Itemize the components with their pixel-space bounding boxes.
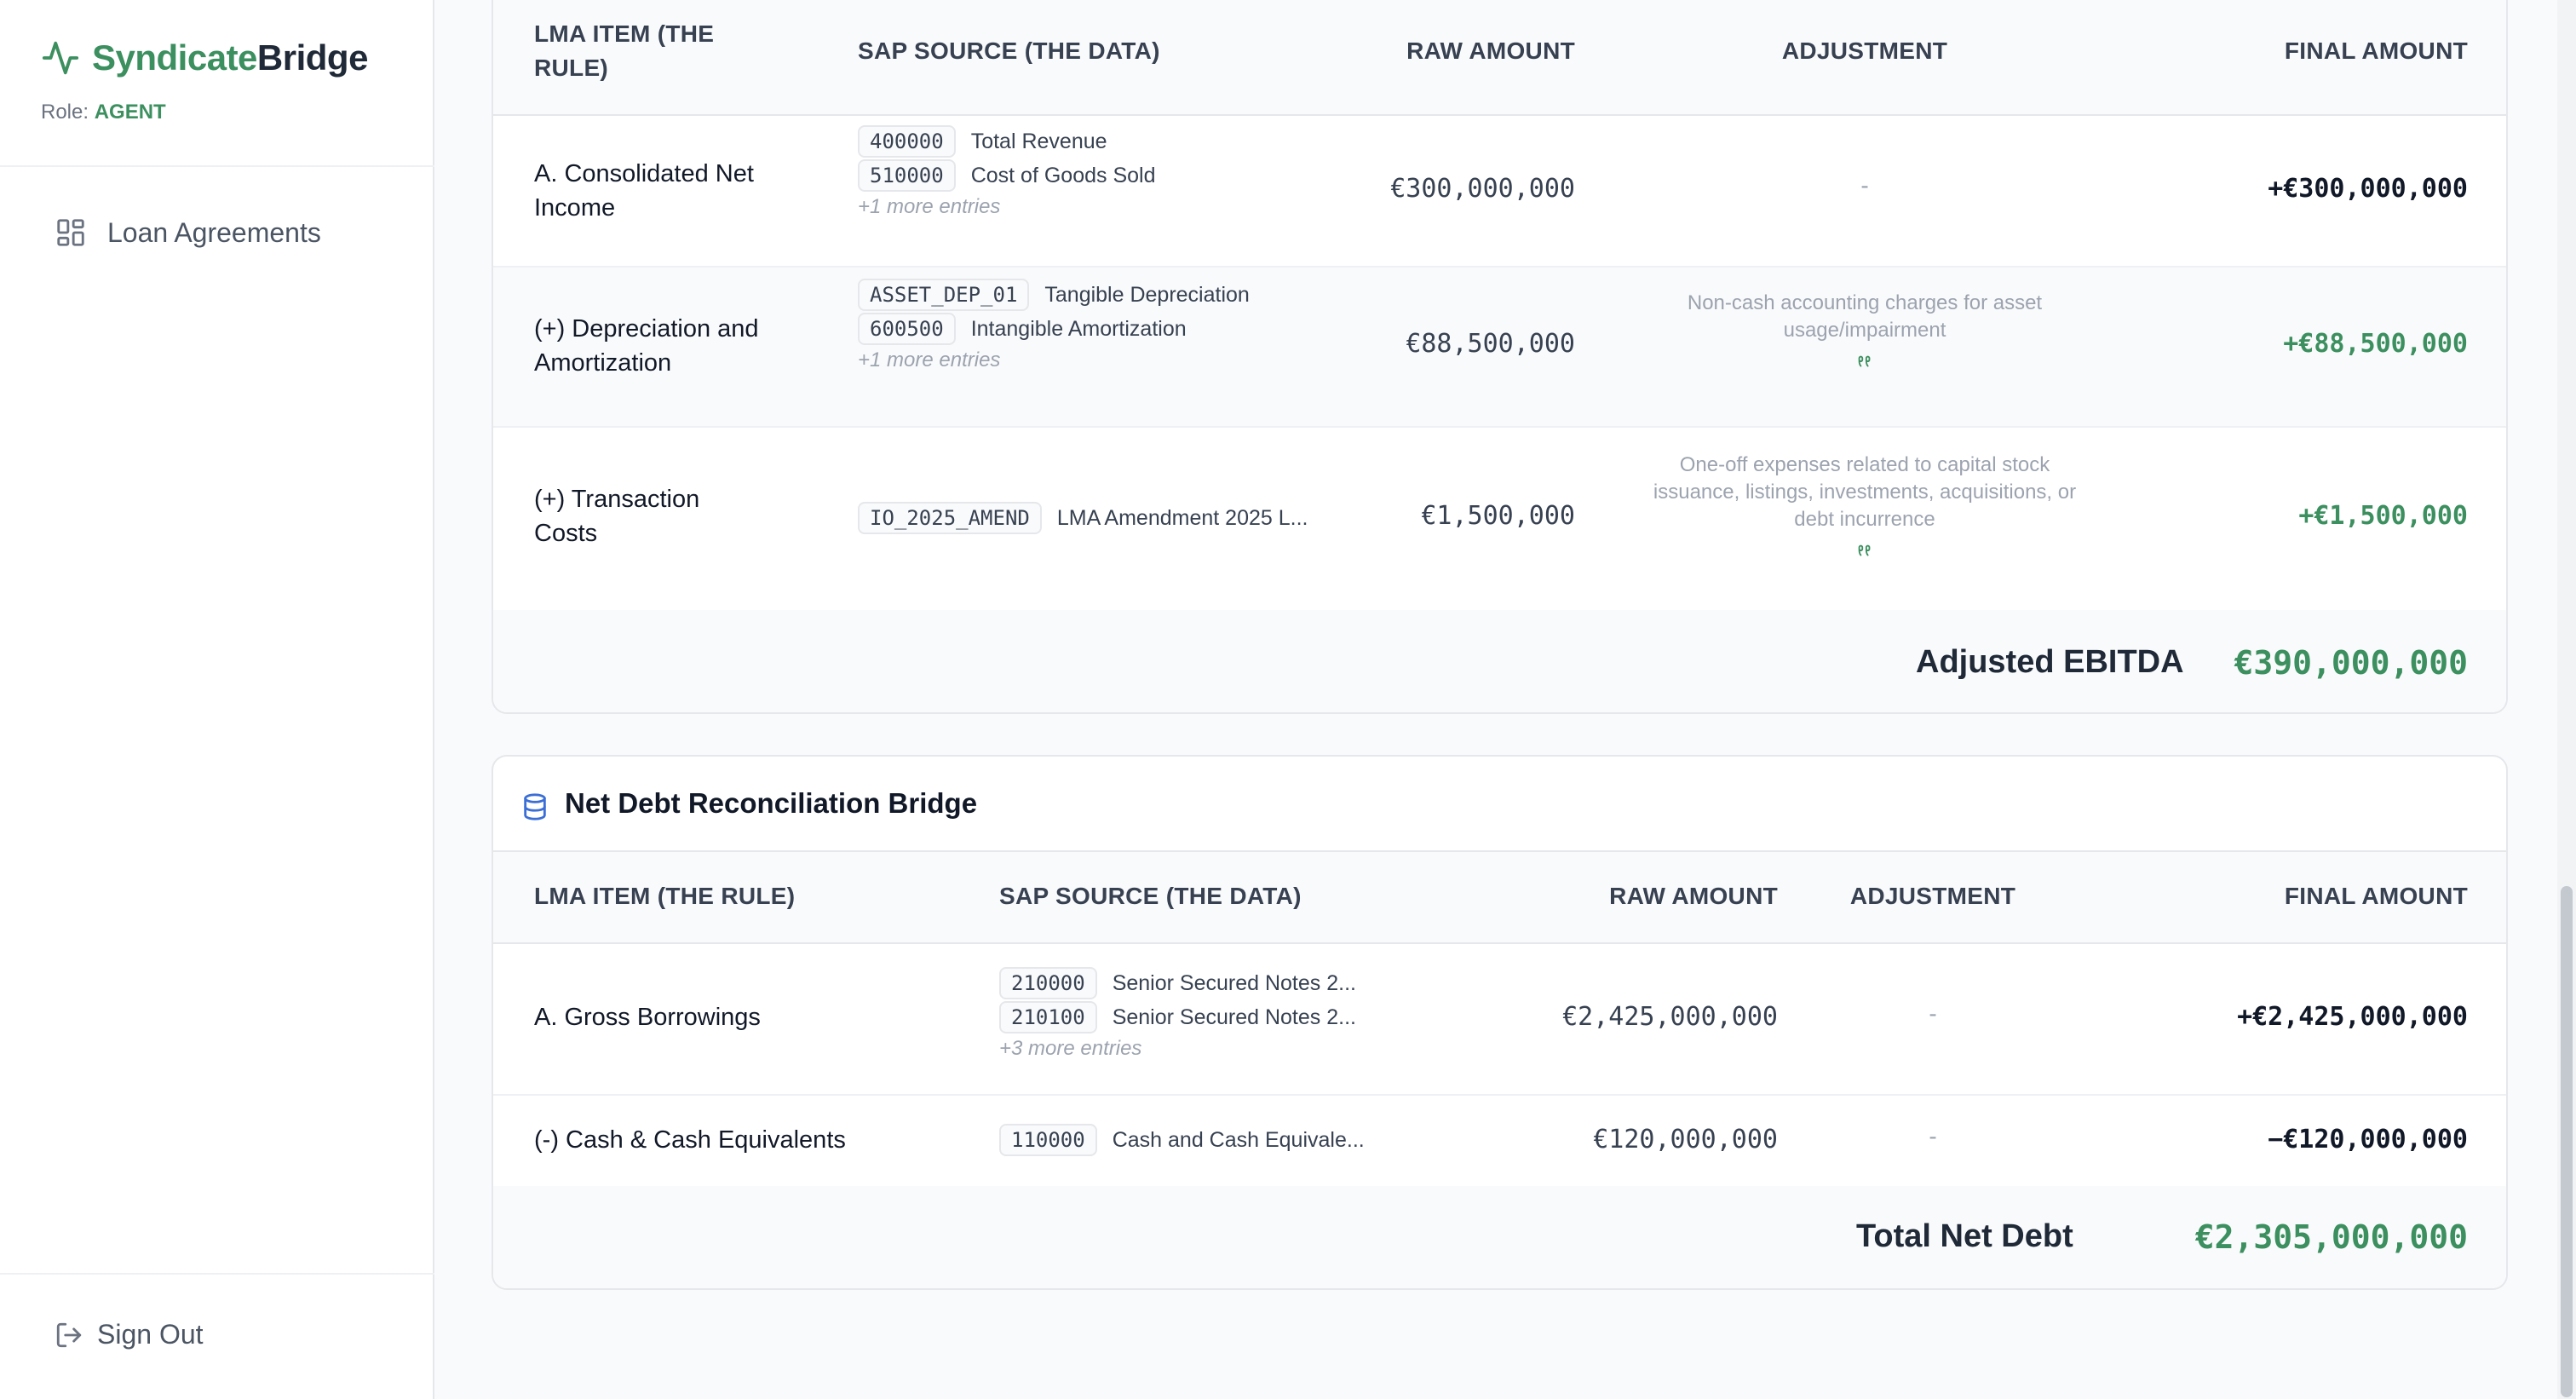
column-header-adjustment: ADJUSTMENT (1849, 883, 2016, 909)
column-header-sap: SAP SOURCE (THE DATA) (858, 37, 1160, 64)
raw-amount: €300,000,000 (1390, 174, 1575, 204)
account-description: Cost of Goods Sold (970, 163, 1156, 187)
net-debt-bridge-card: Net Debt Reconciliation Bridge LMA ITEM … (492, 755, 2508, 1290)
sap-source: 210000 Senior Secured Notes 2... 210100 Se… (999, 966, 1356, 1063)
account-code-badge: 600500 (858, 313, 956, 345)
final-amount: +€300,000,000 (2268, 174, 2468, 204)
role-label: Role: (41, 101, 89, 124)
account-code-badge: 210100 (999, 1001, 1097, 1033)
lma-item: (-) Cash & Cash Equivalents (534, 1126, 846, 1154)
scrollbar-thumb[interactable] (2561, 886, 2573, 1397)
total-label: Total Net Debt (1856, 1218, 2073, 1254)
sign-out-label: Sign Out (97, 1319, 204, 1350)
account-code-badge: ASSET_DEP_01 (858, 279, 1030, 311)
table-row[interactable]: A. Gross Borrowings 210000 Senior Secured… (493, 944, 2506, 1096)
ebitda-bridge-card: LMA ITEM (THE RULE) SAP SOURCE (THE DATA… (492, 0, 2508, 714)
brand-name-part2: Bridge (256, 37, 369, 78)
more-entries-link[interactable]: +3 more entries (999, 1037, 1142, 1060)
account-code-badge: 400000 (858, 125, 956, 158)
final-amount: +€2,425,000,000 (2237, 1002, 2468, 1032)
final-amount: +€1,500,000 (2298, 501, 2468, 531)
final-amount: +€88,500,000 (2283, 329, 2468, 359)
raw-amount: €1,500,000 (1421, 501, 1575, 531)
total-value: €390,000,000 (2234, 644, 2468, 682)
lma-item: (+) Depreciation and Amortization (534, 315, 759, 377)
account-code-badge: 210000 (999, 967, 1097, 999)
column-header-lma: LMA ITEM (THE RULE) (534, 20, 715, 81)
account-description: Senior Secured Notes 2... (1112, 1005, 1356, 1029)
account-code-badge: IO_2025_AMEND (858, 502, 1042, 534)
column-header-lma: LMA ITEM (THE RULE) (534, 883, 796, 909)
final-amount: −€120,000,000 (2268, 1125, 2468, 1154)
adjustment-text: - (1929, 1123, 1937, 1149)
adjustment: - (1805, 1123, 2061, 1152)
brand-logo[interactable]: SyndicateBridge (41, 37, 368, 78)
card-title: Net Debt Reconciliation Bridge (565, 787, 978, 819)
raw-amount: €2,425,000,000 (1562, 1002, 1778, 1032)
account-description: Total Revenue (970, 129, 1107, 153)
account-description: Tangible Depreciation (1044, 282, 1250, 307)
sidebar: SyndicateBridge Role: AGENT Loan Agreeme… (0, 0, 434, 1399)
sap-source: 400000 Total Revenue 510000 Cost of Goods … (858, 124, 1156, 222)
sign-out-button[interactable]: Sign Out (55, 1319, 204, 1350)
sidebar-divider (0, 165, 434, 167)
table-row[interactable]: (-) Cash & Cash Equivalents 110000 Cash a… (493, 1096, 2506, 1186)
card-header: Net Debt Reconciliation Bridge (493, 757, 2506, 852)
lma-item: A. Gross Borrowings (534, 1004, 761, 1031)
lma-item: A. Consolidated Net Income (534, 160, 754, 222)
account-description: Cash and Cash Equivale... (1112, 1127, 1365, 1152)
total-row: Adjusted EBITDA €390,000,000 (493, 610, 2506, 712)
quote-source-icon[interactable] (1855, 542, 1874, 561)
adjustment-text: - (1860, 172, 1869, 199)
adjustment: - (1652, 172, 2078, 201)
account-code-badge: 110000 (999, 1124, 1097, 1156)
adjustment-text: One-off expenses related to capital stoc… (1653, 453, 2077, 531)
sap-source: 110000 Cash and Cash Equivale... (999, 1123, 1365, 1157)
account-description: LMA Amendment 2025 L... (1056, 505, 1308, 530)
brand-name-part1: Syndicate (92, 37, 257, 78)
raw-amount: €120,000,000 (1593, 1125, 1778, 1154)
adjustment-text: Non-cash accounting charges for asset us… (1687, 291, 2043, 342)
role-value: AGENT (94, 101, 166, 124)
account-description: Intangible Amortization (970, 316, 1187, 341)
adjustment: Non-cash accounting charges for asset us… (1669, 290, 2061, 371)
total-value: €2,305,000,000 (2194, 1218, 2468, 1256)
account-code-badge: 510000 (858, 159, 956, 192)
lma-item: (+) Transaction Costs (534, 486, 700, 547)
column-header-adjustment: ADJUSTMENT (1781, 37, 1948, 64)
more-entries-link[interactable]: +1 more entries (858, 195, 1001, 218)
quote-source-icon[interactable] (1855, 353, 1874, 371)
column-header-sap: SAP SOURCE (THE DATA) (999, 883, 1302, 909)
table-row[interactable]: A. Consolidated Net Income 400000 Total R… (493, 116, 2506, 268)
total-label: Adjusted EBITDA (1916, 644, 2184, 680)
column-header-final: FINAL AMOUNT (2284, 37, 2468, 64)
database-icon (524, 793, 546, 820)
total-row: Total Net Debt €2,305,000,000 (493, 1186, 2506, 1288)
brand-name: SyndicateBridge (92, 37, 368, 78)
column-header-final: FINAL AMOUNT (2284, 883, 2468, 909)
account-description: Senior Secured Notes 2... (1112, 970, 1356, 995)
table-header: LMA ITEM (THE RULE) SAP SOURCE (THE DATA… (493, 0, 2506, 116)
table-row[interactable]: (+) Depreciation and Amortization ASSET_… (493, 268, 2506, 428)
sidebar-divider-bottom (0, 1273, 434, 1275)
adjustment: One-off expenses related to capital stoc… (1652, 452, 2078, 561)
more-entries-link[interactable]: +1 more entries (858, 348, 1001, 371)
sidebar-item-loan-agreements[interactable]: Loan Agreements (55, 216, 321, 249)
sidebar-item-label: Loan Agreements (107, 216, 321, 248)
sap-source: ASSET_DEP_01 Tangible Depreciation 600500… (858, 278, 1250, 375)
scrollbar-track[interactable] (2557, 0, 2576, 1399)
column-header-raw: RAW AMOUNT (1609, 883, 1778, 909)
table-row[interactable]: (+) Transaction Costs IO_2025_AMEND LMA A… (493, 428, 2506, 610)
column-header-raw: RAW AMOUNT (1406, 37, 1575, 64)
sap-source: IO_2025_AMEND LMA Amendment 2025 L... (858, 501, 1308, 535)
raw-amount: €88,500,000 (1406, 329, 1575, 359)
adjustment-text: - (1929, 1000, 1937, 1027)
role-indicator: Role: AGENT (41, 101, 166, 124)
table-header: LMA ITEM (THE RULE) SAP SOURCE (THE DATA… (493, 852, 2506, 944)
logout-icon (56, 1322, 82, 1347)
grid-layout-icon (57, 219, 84, 246)
adjustment: - (1805, 1000, 2061, 1029)
activity-pulse-icon (42, 41, 79, 75)
